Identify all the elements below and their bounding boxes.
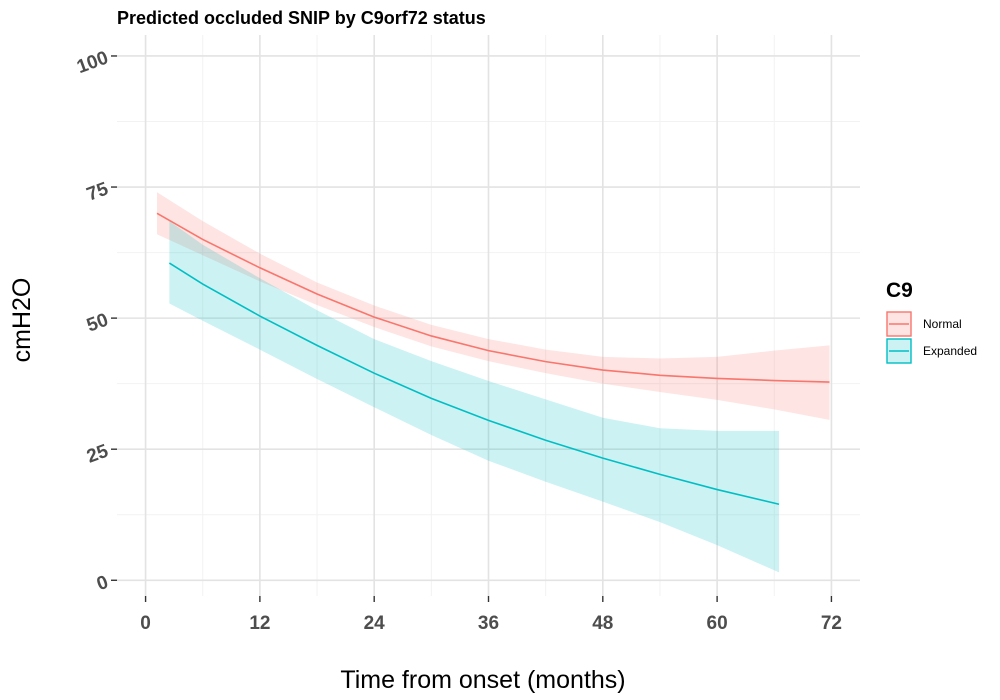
x-tick-label: 0 [140, 613, 151, 634]
legend-item-normal: Normal [886, 311, 962, 337]
legend-item-expanded: Expanded [886, 338, 977, 364]
y-axis: 0 25 50 75 100 [74, 48, 117, 595]
legend-label: Normal [923, 317, 962, 331]
y-axis-title: cmH2O [8, 278, 36, 363]
chart-title: Predicted occluded SNIP by C9orf72 statu… [117, 8, 486, 28]
series-lines [156, 212, 830, 506]
y-tick-label: 100 [74, 48, 111, 79]
band-normal [157, 192, 830, 420]
x-tick-label: 24 [364, 613, 386, 634]
legend-title: C9 [886, 279, 913, 302]
line-normal [156, 212, 830, 383]
legend-label: Expanded [923, 344, 977, 358]
x-tick-label: 48 [592, 613, 613, 634]
x-axis-title: Time from onset (months) [340, 666, 625, 694]
x-tick-label: 60 [707, 613, 728, 634]
y-tick-label: 25 [84, 441, 111, 468]
x-tick-label: 36 [478, 613, 499, 634]
x-tick-label: 72 [821, 613, 842, 634]
legend-items: Normal Expanded [886, 311, 977, 364]
line-expanded [168, 262, 780, 506]
y-tick-label: 75 [84, 178, 111, 205]
x-tick-label: 12 [249, 613, 270, 634]
y-tick-label: 50 [84, 310, 111, 337]
x-axis: 0 12 24 36 48 60 72 [140, 596, 842, 634]
confidence-bands [157, 192, 830, 573]
legend: C9 Normal Expanded [886, 279, 977, 364]
band-expanded [169, 221, 780, 573]
y-tick-label: 0 [94, 572, 111, 595]
major-gridlines [117, 35, 860, 596]
